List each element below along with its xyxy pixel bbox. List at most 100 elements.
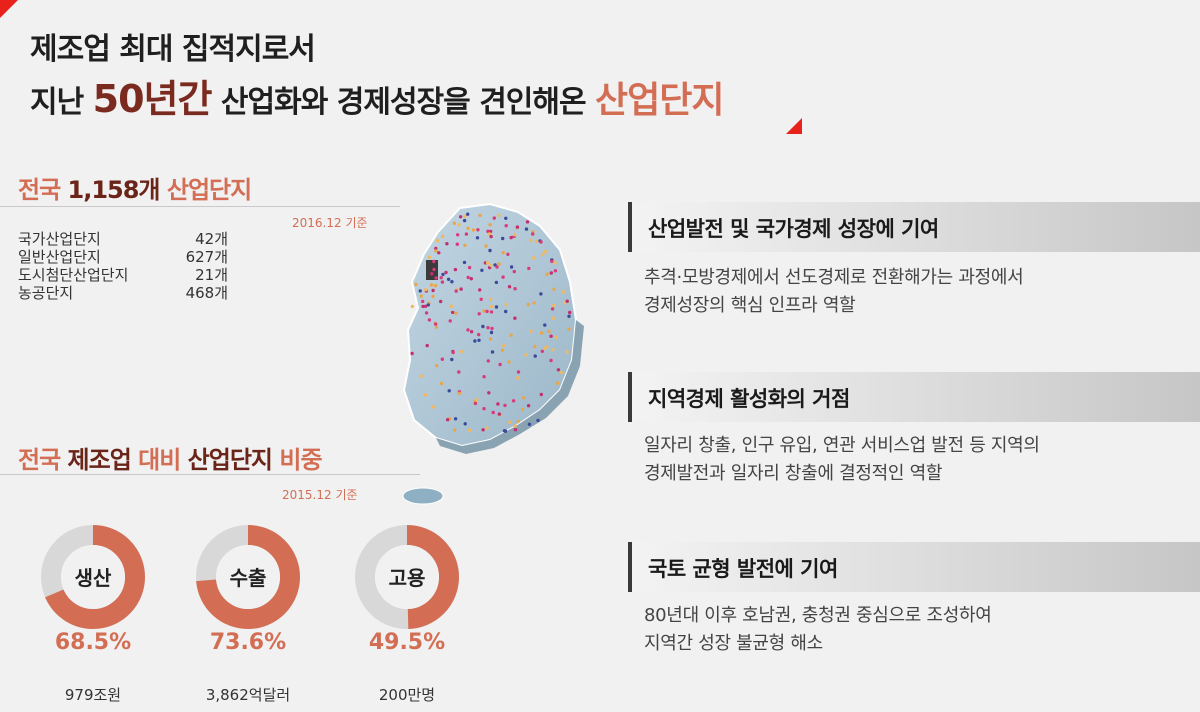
donut-value-arc [196, 525, 300, 629]
production-donut: 생산 [40, 524, 146, 630]
complex-marker [567, 327, 571, 331]
complex-marker [434, 249, 438, 253]
complex-basis-date: 2016.12 기준 [292, 216, 368, 230]
complex-marker [440, 357, 444, 361]
complex-marker [520, 407, 525, 412]
complex-marker [504, 224, 508, 228]
complex-marker [529, 329, 533, 333]
complex-marker [457, 223, 461, 227]
complex-marker [500, 348, 505, 353]
complex-marker [444, 270, 448, 275]
complex-marker [434, 276, 438, 280]
complex-marker [473, 339, 477, 343]
complex-marker [551, 348, 555, 352]
complex-marker [431, 405, 436, 409]
export-label: 수출 [229, 566, 267, 590]
complex-marker [471, 228, 476, 232]
complex-marker [526, 302, 530, 307]
complex-marker [559, 370, 563, 375]
complex-marker [435, 364, 439, 368]
complex-marker [485, 309, 489, 314]
complex-marker [539, 392, 543, 397]
list-item: 국가산업단지 42개 [18, 230, 228, 248]
complex-marker [561, 290, 565, 294]
complex-marker [424, 311, 429, 315]
complex-marker [516, 376, 520, 380]
complex-marker [434, 322, 438, 326]
complex-marker [543, 323, 547, 327]
complex-marker [466, 212, 470, 216]
complex-marker [516, 419, 520, 424]
complex-marker [434, 325, 439, 329]
complex-marker [459, 287, 463, 291]
complex-marker [562, 301, 567, 305]
complex-count-title: 전국 1,158개 산업단지 [18, 176, 252, 204]
complex-marker [481, 324, 485, 329]
complex-marker [410, 304, 415, 309]
complex-marker [539, 240, 543, 244]
complex-marker [419, 374, 423, 378]
complex-marker [515, 225, 520, 229]
complex-marker [485, 426, 489, 430]
complex-marker [476, 228, 480, 232]
complex-marker [540, 331, 544, 335]
complex-marker [449, 304, 454, 308]
complex-marker [466, 275, 470, 280]
complex-marker [527, 422, 532, 426]
complex-marker [482, 375, 486, 379]
complex-marker [457, 391, 461, 395]
complex-marker [463, 214, 467, 218]
complex-marker [533, 354, 537, 358]
complex-marker [565, 350, 569, 354]
complex-marker [451, 350, 455, 355]
complex-marker [497, 213, 501, 218]
employment-percent: 49.5% [368, 630, 446, 655]
complex-marker [474, 397, 479, 402]
complex-marker [498, 362, 502, 367]
complex-marker [425, 343, 429, 348]
complex-marker [532, 301, 536, 305]
complex-marker [501, 250, 505, 255]
headline-prefix: 지난 [30, 85, 93, 120]
complex-marker [549, 271, 553, 275]
complex-marker [516, 370, 521, 374]
complex-marker [568, 310, 572, 315]
complex-marker [489, 330, 494, 335]
complex-marker [490, 326, 494, 331]
complex-marker [423, 304, 428, 308]
complex-marker [456, 233, 460, 237]
complex-marker [448, 319, 452, 323]
complex-marker [496, 402, 500, 406]
complex-marker [513, 424, 517, 428]
complex-marker [543, 250, 548, 254]
complex-marker [446, 277, 451, 281]
complex-marker [508, 420, 512, 424]
complex-marker [529, 238, 533, 242]
complex-marker [554, 335, 558, 340]
employment-label: 고용 [388, 566, 426, 590]
complex-marker [565, 299, 569, 303]
complex-marker [435, 239, 440, 243]
complex-marker [432, 267, 436, 272]
complex-marker [513, 233, 517, 237]
complex-marker [513, 316, 517, 320]
complex-marker [430, 272, 434, 276]
complex-marker [553, 261, 557, 265]
complex-marker [421, 304, 425, 309]
complex-marker [434, 246, 438, 251]
complex-marker [484, 244, 488, 248]
divider [0, 474, 420, 475]
complex-marker [532, 256, 536, 260]
complex-marker [547, 329, 551, 334]
role-banner-growth: 산업발전 및 국가경제 성장에 기여 [628, 202, 1200, 252]
complex-marker [486, 326, 490, 330]
complex-marker [482, 309, 486, 313]
complex-marker [419, 294, 423, 298]
complex-marker [457, 370, 461, 374]
complex-marker [504, 302, 508, 307]
complex-marker [553, 269, 558, 273]
complex-marker [414, 282, 418, 287]
complex-marker [487, 232, 492, 236]
headline-middle: 산업화와 경제성장을 견인해온 [211, 85, 596, 120]
complex-marker [497, 412, 501, 416]
